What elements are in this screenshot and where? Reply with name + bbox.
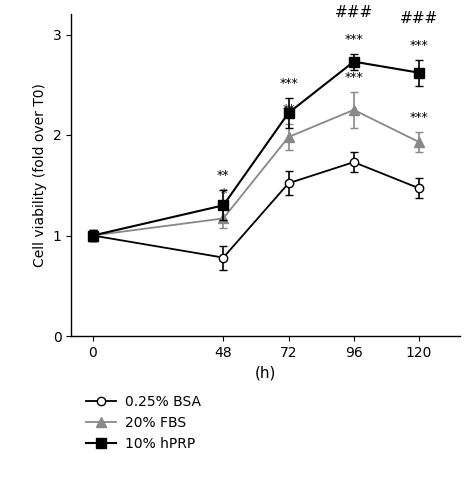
- Text: ***: ***: [410, 111, 428, 124]
- Text: **: **: [283, 103, 295, 116]
- Text: **: **: [217, 169, 229, 182]
- Text: ***: ***: [279, 77, 298, 90]
- Text: ***: ***: [345, 71, 363, 84]
- Text: ###: ###: [400, 12, 438, 26]
- Text: *: *: [220, 187, 227, 200]
- Text: ***: ***: [410, 38, 428, 51]
- Text: ###: ###: [335, 5, 373, 21]
- Legend: 0.25% BSA, 20% FBS, 10% hPRP: 0.25% BSA, 20% FBS, 10% hPRP: [86, 396, 201, 451]
- Text: ***: ***: [345, 33, 363, 46]
- Y-axis label: Cell viability (fold over T0): Cell viability (fold over T0): [33, 83, 47, 267]
- X-axis label: (h): (h): [255, 365, 276, 380]
